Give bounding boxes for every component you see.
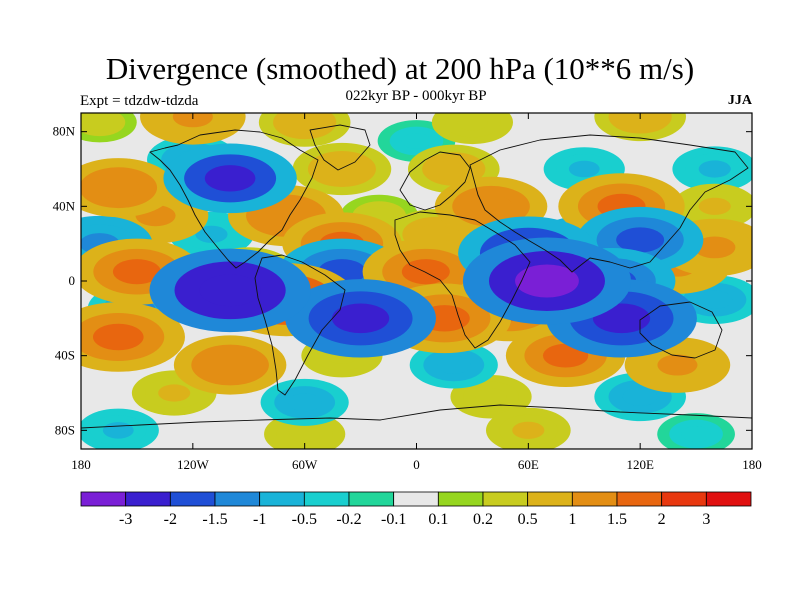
y-tick-label: 80N [53, 124, 76, 139]
field-core [331, 303, 390, 334]
colorbar-swatch [303, 491, 350, 507]
x-tick-label: 60E [518, 457, 539, 472]
y-tick-label: 0 [69, 273, 76, 288]
coastlines [81, 124, 752, 429]
colorbar-label: 3 [702, 511, 710, 528]
colorbar-swatch [125, 491, 171, 507]
field-core [199, 274, 261, 307]
field-core [568, 160, 600, 178]
period-label: 022kyr BP - 000kyr BP [345, 88, 487, 104]
x-tick-label: 120E [626, 457, 654, 472]
field-core [681, 426, 711, 442]
colorbar-label: -1 [253, 511, 266, 528]
field-core [457, 114, 488, 131]
field-core [437, 356, 471, 374]
field-core [102, 422, 134, 439]
y-tick-label: 40N [53, 198, 76, 213]
colorbar-swatch [705, 491, 752, 507]
colorbar-swatch [393, 491, 439, 507]
colorbar-swatch [437, 491, 484, 507]
field-core [436, 159, 472, 179]
field-core [616, 227, 665, 253]
y-tick-label: 40S [55, 348, 75, 363]
coastline-asia [469, 134, 749, 273]
colorbar-swatch [616, 491, 663, 507]
field-core [512, 421, 545, 439]
field-core [287, 393, 322, 412]
coastline-africa [394, 211, 531, 349]
field-core [698, 197, 731, 215]
x-tick-label: 60W [292, 457, 318, 472]
field-core [96, 176, 140, 199]
colorbar-swatch [80, 491, 127, 507]
field-core [112, 259, 161, 285]
coastline-europe [399, 151, 471, 211]
colorbar-label: 2 [658, 511, 666, 528]
colorbar-label: 0.2 [473, 511, 493, 528]
colorbar-label: -3 [119, 511, 132, 528]
colorbar-label: 1 [568, 511, 576, 528]
x-tick-label: 180 [742, 457, 762, 472]
field-core [85, 114, 114, 130]
y-tick-label: 80S [55, 422, 75, 437]
x-tick-label: 180 [71, 457, 91, 472]
field-core [204, 165, 256, 192]
experiment-label: Expt = tdzdw-tdzda [80, 93, 199, 109]
colorbar-swatch [527, 491, 573, 507]
colorbar-label: -2 [164, 511, 177, 528]
colorbar-swatch [348, 491, 395, 507]
colorbar-label: 0.5 [518, 511, 538, 528]
map-title: Divergence (smoothed) at 200 hPa (10**6 … [105, 51, 695, 86]
field-core [698, 160, 731, 178]
colorbar-swatch [482, 491, 529, 507]
x-tick-label: 0 [413, 457, 420, 472]
field-core [694, 236, 736, 259]
field-core [515, 264, 579, 298]
colorbar-label: -0.5 [292, 511, 317, 528]
x-tick-label: 120W [177, 457, 210, 472]
coastline-greenland [309, 124, 371, 171]
colorbar-label: 0.1 [428, 511, 448, 528]
field-core [622, 387, 658, 406]
x-axis: 180 120W 60W 0 60E 120E 180 [71, 113, 762, 472]
field-core [475, 388, 507, 405]
field-core [697, 290, 733, 309]
field-core [657, 354, 698, 376]
colorbar: -3 -2 -1.5 -1 -0.5 -0.2 -0.1 0.1 0.2 0.5 1 1.5 2 3 [80, 491, 752, 528]
divergence-field [81, 113, 752, 449]
colorbar-label: 1.5 [607, 511, 627, 528]
coastline-antarctica [81, 404, 752, 429]
field-core [158, 384, 191, 402]
coastline-south-america [254, 254, 346, 396]
field-core [172, 113, 213, 128]
field-core [401, 259, 450, 285]
field-core [401, 133, 432, 149]
colorbar-label: -0.1 [381, 511, 406, 528]
colorbar-swatch [571, 491, 618, 507]
y-axis: 80N 40N 0 40S 80S [53, 124, 752, 437]
field-core [92, 323, 144, 351]
colorbar-label: -1.5 [202, 511, 227, 528]
colorbar-swatch [214, 491, 261, 507]
field-core [208, 353, 252, 377]
field-core [264, 204, 309, 228]
colorbar-swatch [661, 491, 707, 507]
colorbar-label: -0.2 [336, 511, 361, 528]
field-core [622, 113, 658, 126]
field-core [469, 195, 513, 218]
coastline-north-america [149, 129, 319, 269]
colorbar-swatch [259, 491, 305, 507]
coastline-australia [639, 301, 723, 359]
field-core [289, 425, 321, 443]
field-core [287, 113, 323, 132]
colorbar-swatch [169, 491, 216, 507]
season-label: JJA [727, 93, 752, 108]
